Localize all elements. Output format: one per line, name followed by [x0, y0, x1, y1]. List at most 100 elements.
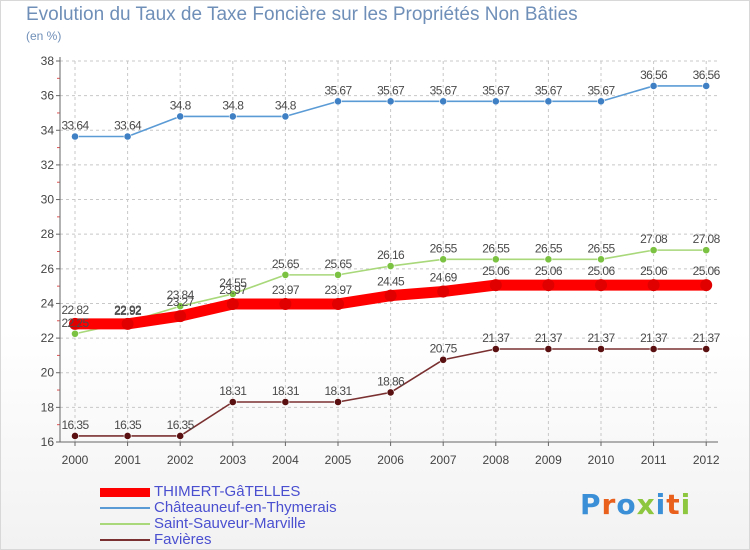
data-label: 16.35	[61, 418, 89, 432]
data-label: 18.86	[377, 374, 405, 388]
legend-label: THIMERT-GâTELLES	[154, 483, 301, 500]
data-point	[332, 297, 344, 310]
y-tick-label: 20	[41, 366, 55, 380]
legend-swatch	[100, 507, 150, 509]
data-label: 18.31	[219, 384, 247, 398]
data-point	[279, 297, 292, 310]
data-label: 26.16	[377, 248, 405, 262]
data-label: 35.67	[430, 83, 458, 97]
logo-letter: x	[636, 488, 656, 521]
series-layer	[69, 82, 713, 440]
data-point	[489, 279, 502, 292]
data-label: 25.06	[693, 264, 721, 278]
data-label: 35.67	[324, 83, 352, 97]
x-tick-label: 2001	[114, 453, 141, 467]
data-point	[384, 289, 397, 302]
logo-letter: t	[666, 488, 681, 521]
data-point	[386, 262, 395, 270]
x-tick-label: 2009	[535, 453, 562, 467]
data-label: 22.92	[114, 303, 142, 317]
data-point	[491, 255, 500, 264]
data-label: 35.67	[482, 83, 510, 97]
x-tick-label: 2004	[272, 453, 299, 467]
data-point	[649, 345, 658, 353]
data-point	[700, 279, 713, 292]
data-point	[702, 246, 711, 255]
logo-letter: i	[655, 488, 667, 521]
logo-letter: i	[680, 488, 692, 521]
data-label: 33.64	[114, 119, 142, 133]
legend-label: Châteauneuf-en-Thymerais	[154, 499, 337, 516]
data-label: 24.45	[377, 275, 405, 289]
data-point	[702, 82, 711, 90]
x-tick-label: 2002	[167, 453, 194, 467]
y-tick-label: 24	[41, 296, 55, 310]
grid-lines	[60, 60, 718, 443]
logo-letter: r	[601, 488, 617, 521]
data-point	[334, 97, 342, 106]
data-label: 26.55	[587, 241, 615, 255]
axes: 16 18 20 22 24 26 28 30 32 34 36 38 2000 2001 2002 2003…	[41, 54, 720, 467]
data-label: 21.37	[693, 331, 721, 345]
data-label: 22.25	[61, 316, 89, 330]
data-label: 25.65	[324, 257, 352, 271]
data-label: 34.8	[170, 98, 192, 112]
y-tick-label: 28	[41, 227, 55, 241]
data-label: 36.56	[640, 68, 668, 82]
data-point	[595, 279, 607, 292]
data-point	[71, 132, 79, 141]
data-point	[281, 270, 290, 279]
data-label: 26.55	[482, 241, 510, 255]
data-point	[702, 345, 711, 353]
data-label: 27.08	[693, 232, 721, 246]
x-tick-label: 2006	[377, 453, 404, 467]
data-point	[123, 132, 132, 141]
x-tick-label: 2000	[62, 453, 89, 467]
data-label: 27.08	[640, 232, 668, 246]
data-label: 34.8	[222, 98, 244, 112]
data-point	[439, 97, 448, 106]
y-tick-label: 36	[41, 89, 55, 103]
y-tick-label: 38	[41, 54, 55, 68]
data-label: 21.37	[535, 331, 563, 345]
logo-letter: o	[616, 488, 637, 521]
data-point	[597, 255, 605, 264]
data-point	[649, 82, 658, 90]
data-label: 18.31	[272, 384, 300, 398]
data-point	[176, 112, 185, 121]
data-label: 25.65	[272, 257, 300, 271]
data-point	[176, 302, 185, 311]
data-point	[281, 112, 290, 121]
data-point	[228, 290, 237, 298]
data-label: 21.37	[587, 331, 615, 345]
legend-swatch	[100, 488, 150, 497]
data-point	[281, 398, 290, 406]
logo-letter: P	[580, 488, 602, 521]
y-tick-label: 18	[41, 400, 55, 414]
x-tick-label: 2005	[325, 453, 352, 467]
data-point	[226, 297, 239, 310]
data-point	[544, 97, 553, 106]
data-label: 23.84	[167, 288, 195, 302]
data-label: 25.06	[587, 264, 615, 278]
x-tick-label: 2010	[588, 453, 615, 467]
data-point	[228, 112, 237, 121]
data-label: 22.82	[61, 303, 89, 317]
data-label: 21.37	[482, 331, 510, 345]
data-point	[649, 246, 658, 255]
x-tick-label: 2003	[219, 453, 246, 467]
data-point	[542, 279, 555, 292]
y-tick-label: 30	[41, 193, 55, 207]
data-point	[491, 345, 500, 353]
data-label: 24.55	[219, 276, 247, 290]
data-point	[439, 255, 448, 264]
data-point	[71, 432, 79, 440]
data-label: 18.31	[324, 384, 352, 398]
x-tick-label: 2007	[430, 453, 457, 467]
data-label: 35.67	[377, 83, 405, 97]
data-label: 25.06	[535, 264, 563, 278]
data-point	[647, 279, 660, 292]
data-point	[386, 97, 395, 106]
